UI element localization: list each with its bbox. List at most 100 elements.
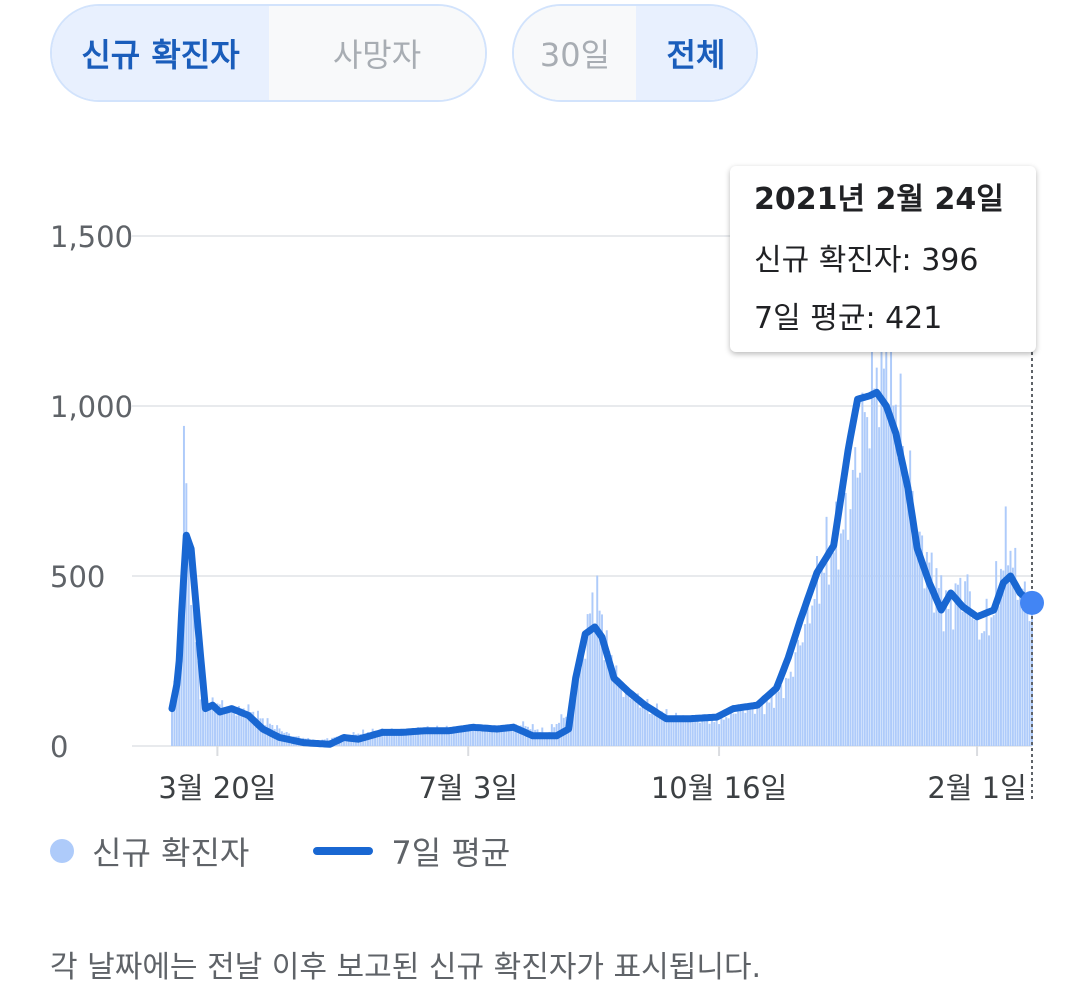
case-bar <box>374 733 377 746</box>
case-bar <box>684 716 687 746</box>
legend-bars-swatch <box>50 839 74 863</box>
case-bar <box>813 598 816 746</box>
case-bar <box>806 597 809 746</box>
case-bar <box>741 707 744 746</box>
case-bar <box>713 722 716 746</box>
case-bar <box>617 678 620 746</box>
case-bar <box>1021 588 1024 746</box>
case-bar <box>737 711 740 746</box>
cases-chart[interactable]: 0 500 1,000 1,500 3월 20일 7월 3일 10월 16일 2월 1일 <box>0 140 1080 820</box>
case-bar <box>636 693 639 746</box>
case-bar <box>194 642 197 746</box>
case-bar <box>495 726 498 746</box>
case-bar <box>237 705 240 746</box>
case-bar <box>1028 621 1031 746</box>
case-bar <box>756 703 759 746</box>
case-bar <box>794 652 797 746</box>
tooltip-average-label: 7일 평균 <box>754 301 866 336</box>
case-bar <box>455 726 458 746</box>
case-bar <box>486 725 489 746</box>
case-bar <box>971 618 974 746</box>
case-bar <box>730 708 732 746</box>
metric-toggle: 신규 확진자 사망자 <box>50 4 487 102</box>
case-bar <box>376 731 379 746</box>
case-bar <box>173 681 176 746</box>
case-bar <box>187 546 190 746</box>
case-bar <box>720 713 723 746</box>
case-bar <box>827 584 830 746</box>
case-bar <box>639 707 642 746</box>
y-tick-label: 500 <box>50 560 105 594</box>
case-bar <box>1004 506 1007 746</box>
case-bar <box>949 591 952 746</box>
tab-new-cases[interactable]: 신규 확진자 <box>52 6 269 100</box>
case-bar <box>799 645 802 746</box>
case-bar <box>185 483 188 746</box>
case-bar <box>844 492 847 746</box>
case-bar <box>438 728 441 746</box>
case-bar <box>670 715 673 746</box>
case-bar <box>395 731 398 746</box>
case-bar <box>632 699 635 746</box>
case-bar <box>204 709 207 746</box>
case-bar <box>1016 599 1019 746</box>
case-bar <box>651 707 654 746</box>
case-bar <box>851 469 854 746</box>
range-toggle: 30일 전체 <box>512 4 758 102</box>
case-bar <box>199 699 202 746</box>
case-bar <box>190 605 193 746</box>
case-bar <box>715 720 718 746</box>
case-bar <box>593 630 596 746</box>
case-bar <box>875 367 878 746</box>
case-bar <box>816 556 818 746</box>
case-bar <box>216 703 219 746</box>
case-bar <box>691 715 694 746</box>
case-bar <box>443 731 446 746</box>
case-bar <box>378 732 381 746</box>
case-bar <box>773 707 775 746</box>
case-bar <box>935 568 938 746</box>
case-bar <box>431 727 434 746</box>
selected-point-marker[interactable] <box>1020 590 1044 615</box>
tab-all-time[interactable]: 전체 <box>636 6 756 100</box>
case-bar <box>462 728 465 746</box>
case-bar <box>467 724 470 746</box>
case-bar <box>577 667 580 746</box>
legend-line-swatch <box>313 847 374 855</box>
case-bar <box>746 706 749 746</box>
case-bar <box>624 687 627 746</box>
tab-30-days[interactable]: 30일 <box>514 6 636 100</box>
case-bar <box>672 715 675 746</box>
case-bar <box>390 728 393 746</box>
case-bar <box>947 609 950 746</box>
case-bar <box>961 611 964 746</box>
case-bar <box>440 727 443 746</box>
case-bar <box>983 631 986 746</box>
case-bar <box>966 574 969 746</box>
case-bar <box>768 702 771 746</box>
case-bar <box>978 639 981 746</box>
tooltip-new-cases-label: 신규 확진자 <box>754 243 902 278</box>
case-bar <box>483 728 486 746</box>
case-bar <box>247 704 250 746</box>
case-bar <box>1014 547 1017 746</box>
case-bar <box>426 726 429 746</box>
case-bar <box>197 660 200 746</box>
case-bar <box>942 631 945 746</box>
case-bar <box>211 697 214 746</box>
case-bar <box>784 677 787 746</box>
case-bar <box>460 729 463 746</box>
case-bar <box>476 724 479 746</box>
case-bar <box>832 552 835 746</box>
case-bar <box>801 642 804 746</box>
case-bar <box>913 540 916 746</box>
case-bar <box>849 509 852 746</box>
case-bar <box>419 729 422 746</box>
tab-deaths[interactable]: 사망자 <box>269 6 485 100</box>
case-bar <box>202 689 205 746</box>
case-bar <box>999 568 1002 746</box>
case-bar <box>763 714 766 746</box>
case-bar <box>414 732 417 746</box>
case-bar <box>519 725 522 746</box>
case-bar <box>878 427 881 746</box>
